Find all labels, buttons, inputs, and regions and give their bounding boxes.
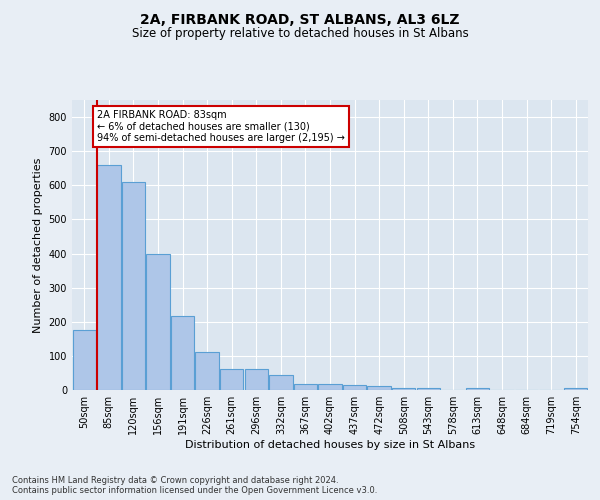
Bar [343,385,366,390]
Bar [97,165,121,390]
X-axis label: Distribution of detached houses by size in St Albans: Distribution of detached houses by size … [185,440,475,450]
Y-axis label: Number of detached properties: Number of detached properties [33,158,43,332]
Bar [171,316,194,390]
Bar [122,182,145,390]
Bar [367,386,391,390]
Bar [392,388,415,390]
Bar [564,388,587,390]
Bar [73,330,96,390]
Bar [319,384,341,390]
Bar [416,388,440,390]
Text: Contains HM Land Registry data © Crown copyright and database right 2024.
Contai: Contains HM Land Registry data © Crown c… [12,476,377,495]
Bar [294,384,317,390]
Bar [220,368,244,390]
Bar [245,368,268,390]
Text: Size of property relative to detached houses in St Albans: Size of property relative to detached ho… [131,28,469,40]
Text: 2A, FIRBANK ROAD, ST ALBANS, AL3 6LZ: 2A, FIRBANK ROAD, ST ALBANS, AL3 6LZ [140,12,460,26]
Text: 2A FIRBANK ROAD: 83sqm
← 6% of detached houses are smaller (130)
94% of semi-det: 2A FIRBANK ROAD: 83sqm ← 6% of detached … [97,110,345,144]
Bar [146,254,170,390]
Bar [466,388,489,390]
Bar [269,375,293,390]
Bar [196,352,219,390]
